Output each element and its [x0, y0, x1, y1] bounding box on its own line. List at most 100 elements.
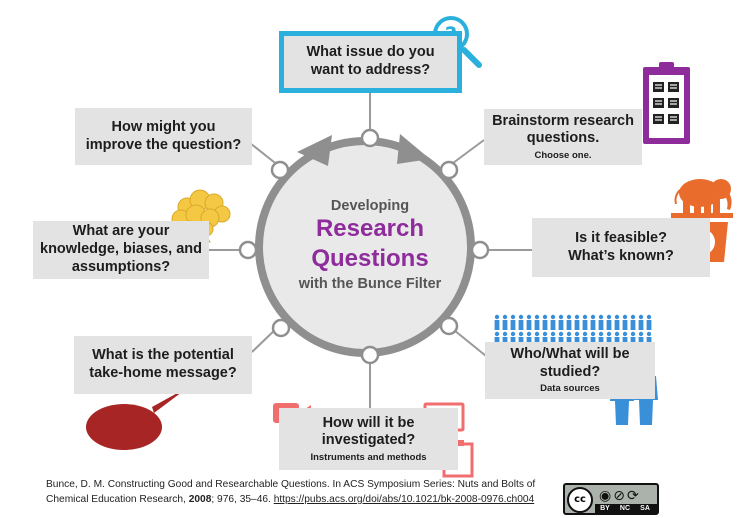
crowd-person-body	[614, 320, 620, 330]
crowd-person-head	[646, 314, 652, 320]
crowd-person-head	[502, 331, 508, 337]
node-top-right	[439, 160, 459, 180]
step-who-line1: Who/What will be	[510, 346, 630, 363]
crowd-person-body	[494, 320, 500, 330]
step-takehome-box: What is the potential take-home message?	[74, 336, 252, 394]
node-left	[238, 240, 258, 260]
crowd-person-head	[494, 314, 500, 320]
crowd-person-body	[510, 320, 516, 330]
crowd-person-head	[614, 331, 620, 337]
cc-term-nc: NC	[619, 505, 631, 512]
step-investigate-box: How will it be investigated? Instruments…	[279, 408, 458, 470]
step-issue-line2: want to address?	[310, 62, 431, 78]
crowd-person-head	[638, 331, 644, 337]
ring-arrow-2	[397, 134, 430, 164]
crowd-person-head	[534, 331, 540, 337]
center-line-bunce: with the Bunce Filter	[298, 276, 442, 292]
step-feasible-box: Is it feasible? What’s known?	[532, 218, 710, 277]
center-title: Developing Research Questions with the B…	[270, 155, 470, 335]
crowd-person-head	[526, 314, 532, 320]
crowd-person-head	[574, 314, 580, 320]
step-brainstorm-sub: Choose one.	[534, 149, 592, 161]
crowd-person-head	[574, 331, 580, 337]
step-improve-box: How might you improve the question?	[75, 108, 252, 165]
crowd-person-head	[542, 314, 548, 320]
step-issue-line1: What issue do you	[306, 44, 435, 61]
node-bottom-right	[439, 316, 459, 336]
step-takehome-line2: take-home message?	[89, 365, 237, 381]
citation-link[interactable]: https://pubs.acs.org/doi/abs/10.1021/bk-…	[273, 493, 535, 505]
step-improve-line1: How might you	[111, 118, 216, 135]
step-investigate-line2: investigated?	[321, 432, 416, 449]
crowd-person-head	[630, 331, 636, 337]
node-top	[360, 128, 380, 148]
citation-pages: ; 976, 35–46.	[211, 493, 274, 505]
clipboard-checklist-icon	[643, 62, 690, 144]
ring-nodes	[238, 128, 490, 365]
crowd-person-head	[526, 331, 532, 337]
crowd-person-head	[646, 331, 652, 337]
cc-license-badge: cc ◉⊘⟳ BY NC SA	[563, 483, 659, 515]
crowd-person-head	[622, 331, 628, 337]
step-knowledge-line2: knowledge, biases, and	[40, 241, 202, 258]
crowd-person-head	[518, 314, 524, 320]
citation-year: 2008	[188, 493, 212, 505]
crowd-person-head	[598, 314, 604, 320]
cc-strip	[595, 504, 657, 513]
crowd-person-head	[494, 331, 500, 337]
node-bottom-left	[271, 318, 291, 338]
crowd-person-head	[550, 331, 556, 337]
crowd-person-head	[518, 331, 524, 337]
step-investigate-sub: Instruments and methods	[310, 451, 427, 463]
node-top-left	[270, 160, 290, 180]
crowd-person-head	[630, 314, 636, 320]
speech-bubble-icon	[86, 386, 190, 450]
crowd-person-body	[502, 320, 508, 330]
crowd-person-body	[558, 320, 564, 330]
crowd-person-body	[590, 320, 596, 330]
crowd-person-head	[606, 331, 612, 337]
node-right	[470, 240, 490, 260]
crowd-person-head	[566, 331, 572, 337]
step-brainstorm-line1: Brainstorm research	[492, 112, 634, 129]
cc-logo: cc	[567, 487, 593, 513]
citation-text: Bunce, D. M. Constructing Good and Resea…	[46, 479, 536, 505]
step-issue-box: What issue do you want to address?	[279, 31, 462, 93]
crowd-person-body	[566, 320, 572, 330]
crowd-person-head	[590, 314, 596, 320]
step-takehome-line1: What is the potential	[92, 347, 234, 364]
crowd-person-body	[550, 320, 556, 330]
crowd-person-body	[646, 320, 652, 330]
crowd-person-body	[534, 320, 540, 330]
crowd-person-head	[622, 314, 628, 320]
cc-icons: ◉⊘⟳	[599, 488, 641, 504]
crowd-person-head	[510, 331, 516, 337]
step-knowledge-line1: What are your	[72, 223, 170, 240]
node-bottom	[360, 345, 380, 365]
crowd-person-head	[582, 314, 588, 320]
citation: Bunce, D. M. Constructing Good and Resea…	[46, 478, 556, 508]
crowd-person-head	[542, 331, 548, 337]
step-improve-line2: improve the question?	[85, 136, 242, 153]
step-investigate-line1: How will it be	[322, 414, 415, 431]
crowd-person-head	[598, 331, 604, 337]
crowd-person-body	[638, 320, 644, 330]
crowd-person-body	[582, 320, 588, 330]
crowd-person-body	[542, 320, 548, 330]
crowd-person-head	[510, 314, 516, 320]
crowd-person-body	[526, 320, 532, 330]
crowd-person-head	[606, 314, 612, 320]
step-who-line2: studied?	[539, 363, 601, 380]
crowd-person-body	[518, 320, 524, 330]
ring-arrow-1	[297, 135, 332, 166]
step-brainstorm-line2: questions.	[526, 130, 600, 147]
step-feasible-line2: What’s known?	[568, 247, 674, 264]
step-knowledge-line3: assumptions?	[71, 258, 171, 275]
crowd-person-head	[566, 314, 572, 320]
crowd-person-body	[622, 320, 628, 330]
crowd-person-body	[598, 320, 604, 330]
crowd-person-body	[574, 320, 580, 330]
step-knowledge-box: What are your knowledge, biases, and ass…	[33, 221, 209, 279]
crowd-person-head	[638, 314, 644, 320]
crowd-person-head	[502, 314, 508, 320]
